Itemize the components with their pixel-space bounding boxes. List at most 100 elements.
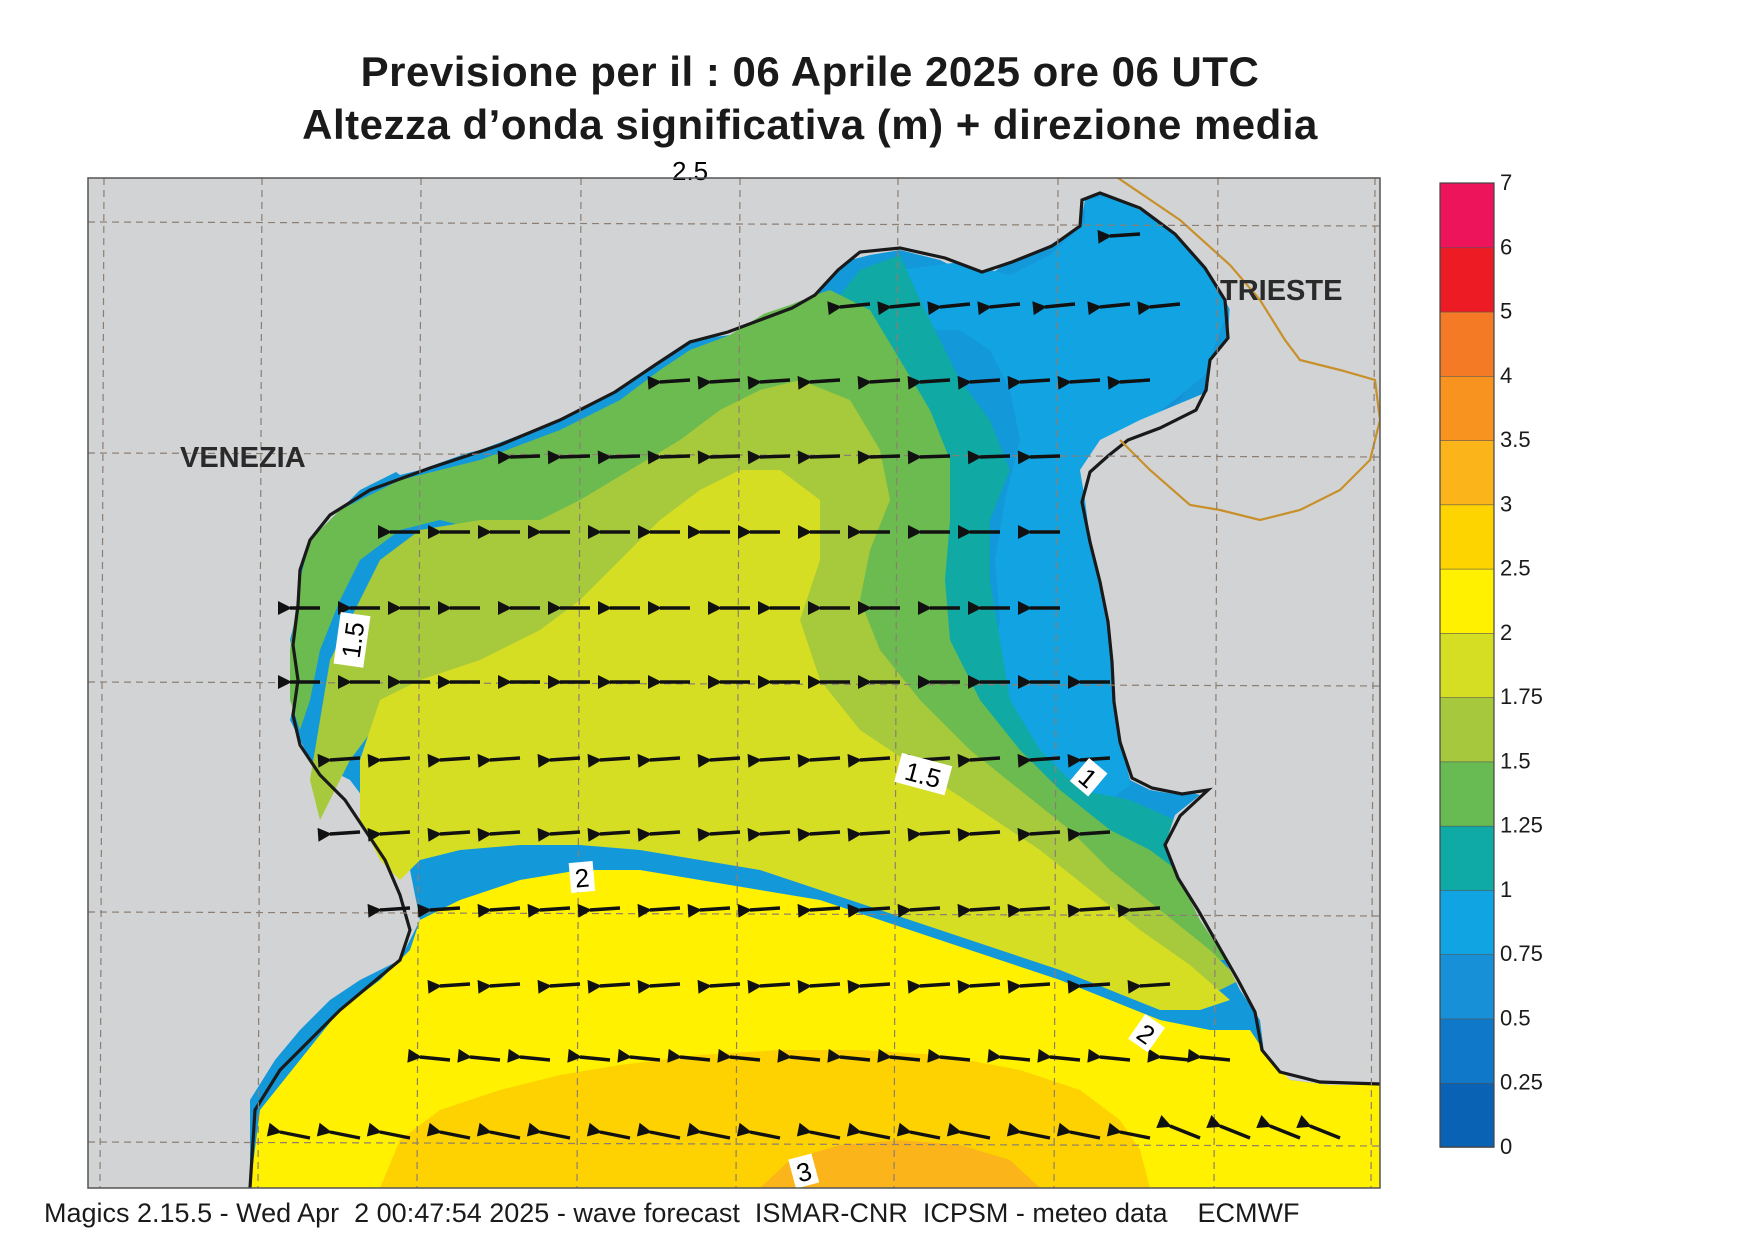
direction-arrow [636, 1122, 681, 1140]
direction-arrow [477, 903, 521, 918]
direction-arrow [797, 903, 841, 918]
colorbar-swatch [1439, 311, 1495, 377]
direction-arrow [957, 375, 1001, 390]
direction-arrow [366, 1122, 411, 1140]
direction-arrow [1106, 1122, 1151, 1140]
place-label-trieste: TRIESTE [1220, 275, 1342, 307]
direction-arrow [648, 675, 690, 689]
direction-arrow [1087, 301, 1131, 316]
colorbar-swatch [1439, 246, 1495, 313]
direction-arrow [797, 979, 841, 994]
direction-arrow [968, 601, 1010, 615]
colorbar-tick-label: 4 [1500, 363, 1512, 388]
direction-arrow [877, 301, 921, 316]
direction-arrow [577, 903, 621, 918]
direction-arrow [736, 1122, 781, 1140]
direction-arrow [847, 827, 891, 842]
direction-arrow [407, 1048, 451, 1063]
direction-arrow [637, 979, 681, 994]
direction-arrow [477, 979, 521, 994]
direction-arrow [758, 675, 800, 689]
place-label-venezia: VENEZIA [180, 442, 306, 474]
direction-arrow [896, 1122, 941, 1140]
colorbar-tick-label: 0.5 [1500, 1005, 1531, 1030]
direction-arrow [1107, 375, 1151, 390]
direction-arrow [457, 1048, 501, 1063]
direction-arrow [1256, 1115, 1301, 1140]
colorbar-swatch [1439, 1018, 1495, 1084]
svg-text:1.5: 1.5 [336, 620, 371, 660]
map-field [88, 178, 1380, 1188]
direction-arrow [647, 450, 691, 465]
direction-arrow [548, 675, 590, 689]
direction-arrow [857, 450, 901, 465]
direction-arrow [1206, 1115, 1251, 1140]
direction-arrow [587, 827, 631, 842]
colorbar-tick-label: 3.5 [1500, 427, 1531, 452]
direction-arrow [498, 675, 540, 689]
direction-arrow [1067, 903, 1111, 918]
direction-arrow [747, 979, 791, 994]
direction-arrow [907, 827, 951, 842]
direction-arrow [367, 753, 411, 768]
direction-arrow [428, 525, 470, 539]
map-subtitle: Altezza d’onda significativa (m) + direz… [302, 101, 1318, 148]
colorbar-swatch [1439, 889, 1495, 956]
direction-arrow [858, 601, 900, 615]
istria-land [1080, 330, 1380, 1080]
direction-arrow [857, 375, 901, 390]
partial-contour-label: 2.5 [672, 156, 708, 186]
direction-arrow [367, 903, 411, 918]
direction-arrow [417, 903, 461, 918]
direction-arrow [907, 450, 951, 465]
colorbar-swatch [1439, 632, 1495, 698]
direction-arrow [808, 601, 850, 615]
direction-arrow [1018, 675, 1060, 689]
colorbar-tick-label: 1.5 [1500, 748, 1531, 773]
direction-arrow [827, 301, 871, 316]
direction-arrow [1068, 675, 1110, 689]
colorbar-tick-label: 6 [1500, 234, 1512, 259]
direction-arrow [637, 827, 681, 842]
direction-arrow [708, 675, 750, 689]
svg-text:2: 2 [573, 862, 590, 893]
colorbar-tick-label: 1.25 [1500, 813, 1543, 838]
direction-arrow [858, 675, 900, 689]
direction-arrow [846, 1122, 891, 1140]
direction-arrow [478, 525, 520, 539]
direction-arrow [958, 525, 1000, 539]
direction-arrow [877, 1048, 921, 1063]
wave-band-3-3.5 [760, 1140, 1040, 1188]
direction-arrow [797, 827, 841, 842]
direction-arrow [547, 450, 591, 465]
direction-arrow [918, 601, 960, 615]
direction-arrow [587, 753, 631, 768]
north-coast-land [230, 178, 1380, 480]
colorbar: 0 0.25 0.5 0.75 1 1.25 1.5 1.75 2 2.5 3 3.5 4 5 6 7 [1439, 170, 1543, 1159]
direction-arrow [747, 450, 791, 465]
direction-arrow [528, 525, 570, 539]
colorbar-frame [1439, 182, 1495, 1148]
direction-arrow [588, 525, 630, 539]
direction-arrow [848, 525, 890, 539]
direction-arrow [796, 1122, 841, 1140]
colorbar-tick-label: 0.75 [1500, 941, 1543, 966]
direction-arrow [1018, 525, 1060, 539]
direction-arrow [687, 903, 731, 918]
direction-arrow [586, 1122, 631, 1140]
colorbar-tick-label: 7 [1500, 170, 1512, 195]
direction-arrow [1017, 450, 1061, 465]
direction-arrow [637, 753, 681, 768]
colorbar-tick-label: 3 [1500, 491, 1512, 516]
direction-arrow [367, 827, 411, 842]
direction-arrow [317, 827, 361, 842]
colorbar-tick-label: 1.75 [1500, 684, 1543, 709]
direction-arrow [477, 827, 521, 842]
direction-arrow [378, 525, 420, 539]
direction-arrow [587, 979, 631, 994]
contour-label: 1.5 [333, 612, 371, 668]
direction-arrow [847, 979, 891, 994]
map-frame [87, 177, 1381, 1189]
meridian-line [1213, 178, 1219, 1188]
direction-arrow [648, 601, 690, 615]
